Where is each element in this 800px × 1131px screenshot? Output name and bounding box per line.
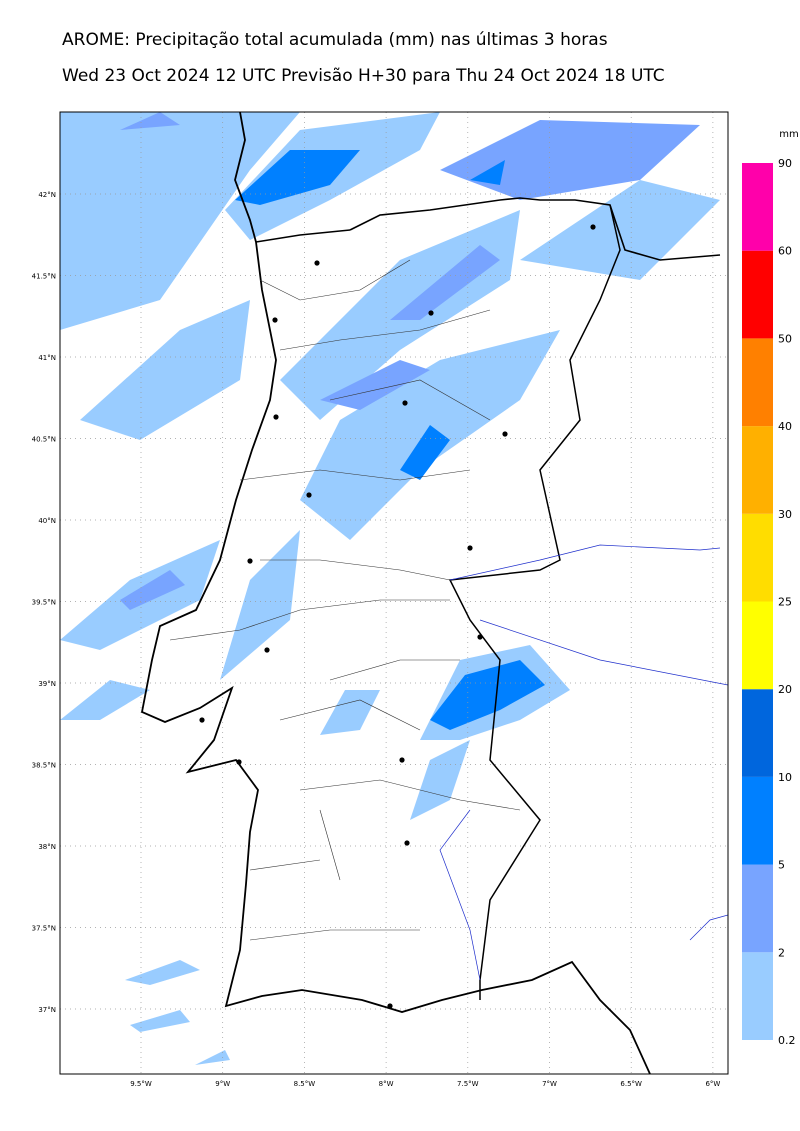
map-frame: [59, 111, 729, 1075]
city: [199, 717, 205, 723]
rain-area: [195, 1050, 230, 1065]
colorbar-segment: [742, 513, 773, 602]
city: [387, 1003, 393, 1009]
lon-label: 8°W: [379, 1080, 394, 1088]
national-border: [255, 204, 621, 1000]
rain-area: [520, 180, 720, 280]
cities: [199, 224, 596, 1009]
lat-label: 41.5°N: [32, 273, 56, 281]
city: [306, 492, 312, 498]
colorbar-label: 2: [778, 946, 785, 959]
rain-area: [235, 150, 360, 205]
lat-label: 38.5°N: [32, 762, 56, 770]
colorbar-label: 25: [778, 596, 792, 609]
rain-area: [400, 425, 450, 480]
lon-label: 8.5°W: [294, 1080, 316, 1088]
colorbar-segment: [742, 426, 773, 514]
city: [402, 400, 408, 406]
colorbar-label: 30: [778, 508, 792, 521]
lat-label: 38°N: [38, 843, 56, 851]
colorbar-segment: [742, 338, 773, 427]
colorbar-label: 90: [778, 157, 792, 170]
colorbar-segment: [742, 163, 773, 251]
rain-area: [320, 360, 430, 410]
lon-label: 9°W: [215, 1080, 230, 1088]
lon-label: 9.5°W: [130, 1080, 152, 1088]
city: [264, 647, 270, 653]
lat-label: 37.5°N: [32, 925, 56, 933]
city: [477, 634, 483, 640]
district-border: [169, 259, 521, 941]
lat-label: 42°N: [38, 191, 56, 199]
rain-area: [220, 530, 300, 680]
colorbar-label: 60: [778, 245, 792, 258]
rain-area: [120, 112, 180, 130]
lon-label: 6°W: [705, 1080, 720, 1088]
city: [590, 224, 596, 230]
rain-area: [320, 690, 380, 735]
river: [439, 544, 728, 981]
colorbar-segment: [742, 601, 773, 690]
colorbar-label: 40: [778, 420, 792, 433]
colorbar-unit: mm: [779, 129, 798, 140]
lon-label: 7.5°W: [457, 1080, 479, 1088]
colorbar-label: 50: [778, 332, 792, 345]
rain-area: [120, 570, 185, 610]
rain-area: [60, 680, 150, 720]
coastline: [349, 197, 721, 261]
city: [272, 317, 278, 323]
city: [314, 260, 320, 266]
map-subtitle: Wed 23 Oct 2024 12 UTC Previsão H+30 par…: [62, 66, 665, 86]
colorbar-segment: [742, 952, 773, 1040]
rain-area: [410, 740, 470, 820]
lon-label: 7°W: [542, 1080, 557, 1088]
colorbar-segment: [742, 864, 773, 953]
lat-label: 39°N: [38, 680, 56, 688]
city: [273, 414, 279, 420]
rain-area: [470, 160, 505, 185]
city: [404, 840, 410, 846]
lon-label: 6.5°W: [620, 1080, 642, 1088]
colorbar-label: 0.2: [778, 1034, 796, 1047]
colorbar-segment: [742, 776, 773, 865]
rain-area: [440, 120, 700, 200]
rain-area: [125, 960, 200, 985]
city: [428, 310, 434, 316]
colorbar-segment: [742, 689, 773, 777]
rain-area: [430, 660, 545, 730]
lat-label: 37°N: [38, 1006, 56, 1014]
city: [502, 431, 508, 437]
lat-label: 41°N: [38, 354, 56, 362]
rain-area: [80, 300, 250, 440]
rain-area: [390, 245, 500, 320]
coastline: [140, 112, 651, 1074]
map-title: AROME: Precipitação total acumulada (mm)…: [62, 30, 608, 50]
city: [247, 558, 253, 564]
rain-area: [130, 1010, 190, 1032]
city: [236, 759, 242, 765]
city: [399, 757, 405, 763]
lat-label: 39.5°N: [32, 599, 56, 607]
colorbar-label: 20: [778, 683, 792, 696]
colorbar-label: 5: [778, 859, 785, 872]
colorbar-segment: [742, 250, 773, 339]
borders: [140, 112, 728, 1074]
city: [467, 545, 473, 551]
graticule: [60, 112, 728, 1074]
colorbar-label: 10: [778, 771, 792, 784]
precipitation: [60, 112, 720, 1065]
lat-label: 40°N: [38, 517, 56, 525]
lat-label: 40.5°N: [32, 436, 56, 444]
